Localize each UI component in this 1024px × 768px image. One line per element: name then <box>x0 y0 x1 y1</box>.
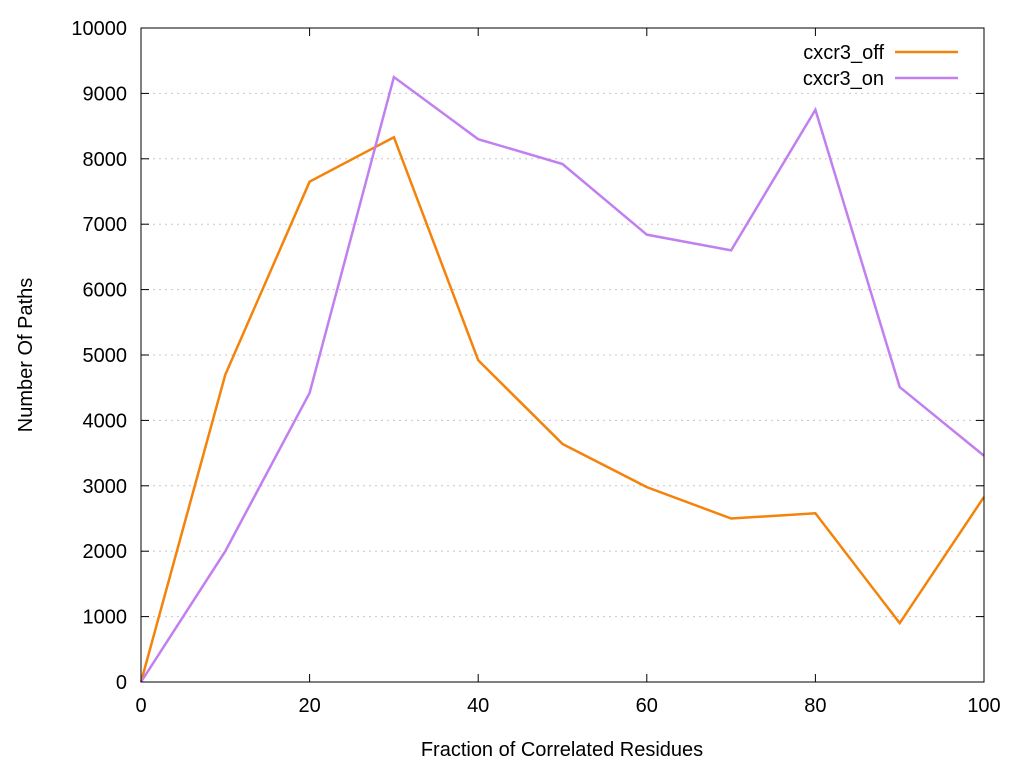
y-tick-label: 8000 <box>83 149 128 171</box>
series-line-cxcr3_off <box>139 135 986 683</box>
y-tick-label: 10000 <box>71 18 127 40</box>
x-tick-label: 0 <box>135 695 146 717</box>
y-tick-label: 1000 <box>83 607 128 629</box>
x-tick-label: 20 <box>298 695 320 717</box>
y-tick-label: 7000 <box>83 214 128 236</box>
series-layer <box>139 74 986 683</box>
y-tick-label: 2000 <box>83 541 128 563</box>
x-tick-label: 60 <box>636 695 658 717</box>
grid-layer <box>141 92 984 618</box>
y-tick-label: 9000 <box>83 83 128 105</box>
y-tick-label: 6000 <box>83 280 128 302</box>
y-tick-label: 0 <box>116 672 127 694</box>
legend-label: cxcr3_off <box>803 42 884 64</box>
x-axis-label: Fraction of Correlated Residues <box>421 739 703 761</box>
legend: cxcr3_off cxcr3_on <box>803 42 958 90</box>
series-line-cxcr3_on <box>139 74 985 683</box>
y-tick-label: 5000 <box>83 345 128 367</box>
x-tick-label: 100 <box>967 695 1000 717</box>
x-tick-label: 40 <box>467 695 489 717</box>
y-axis-label: Number Of Paths <box>15 278 37 433</box>
y-tick-label: 3000 <box>83 476 128 498</box>
ticks-layer: 0100020003000400050006000700080009000100… <box>71 18 1000 717</box>
legend-label: cxcr3_on <box>803 68 884 90</box>
y-tick-label: 4000 <box>83 410 128 432</box>
x-tick-label: 80 <box>804 695 826 717</box>
